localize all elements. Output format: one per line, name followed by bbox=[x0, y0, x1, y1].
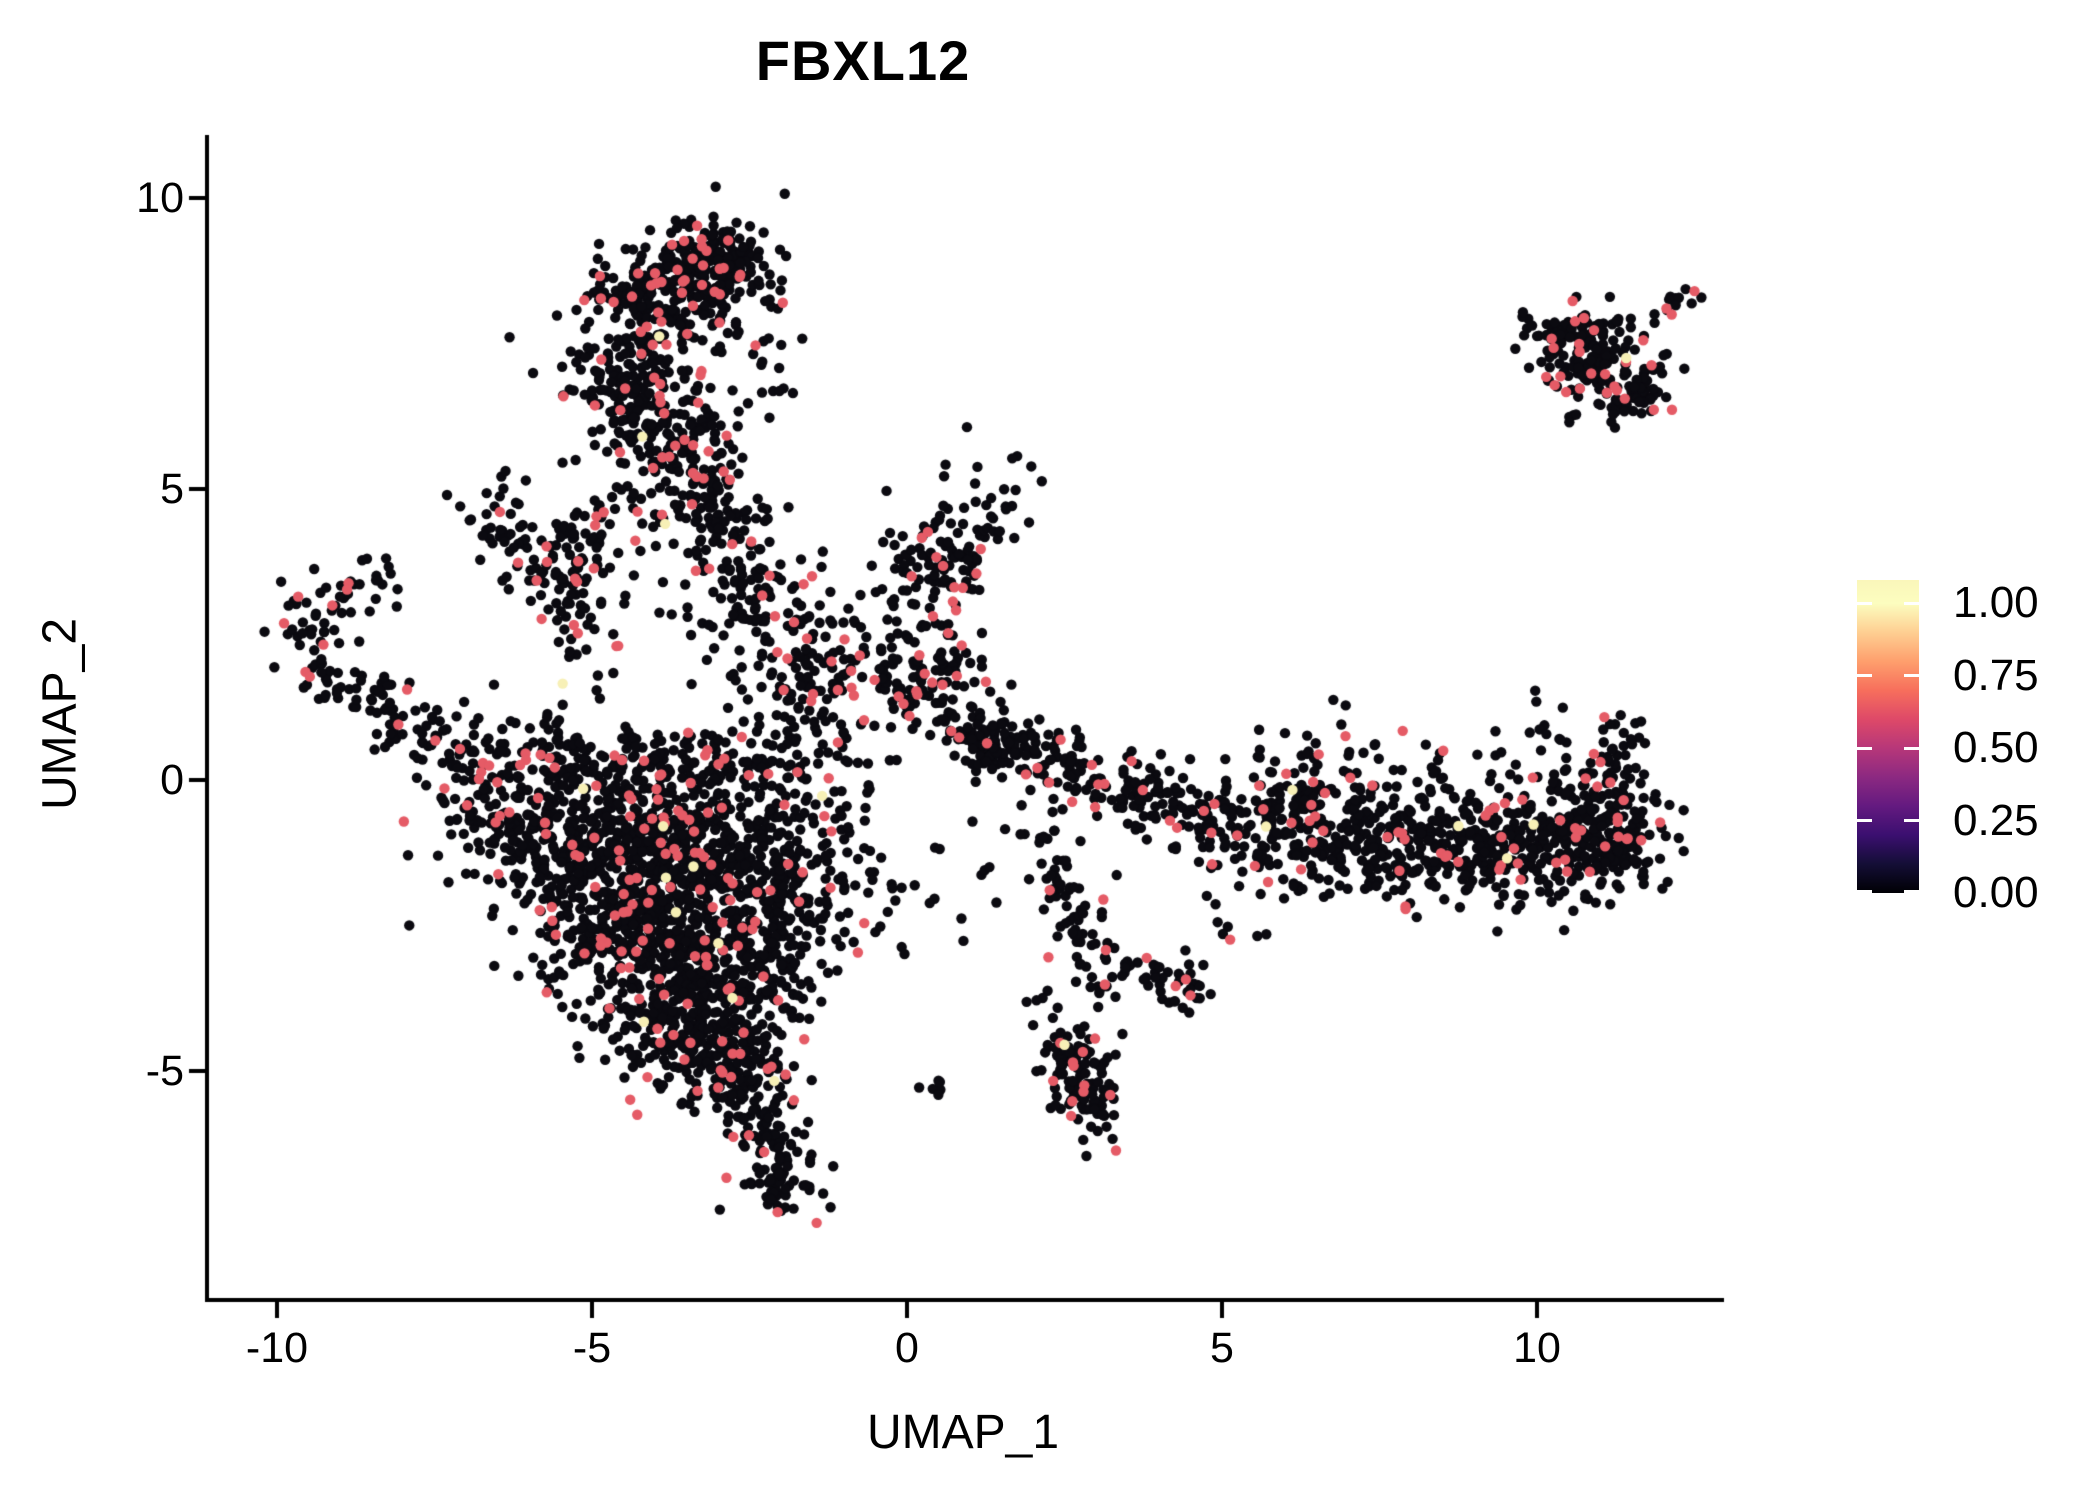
x-tick-label: -10 bbox=[245, 1324, 309, 1372]
colorbar-tick-mark bbox=[1857, 674, 1872, 678]
colorbar-tick-mark bbox=[1904, 890, 1919, 893]
colorbar-tick-mark bbox=[1857, 601, 1872, 605]
x-tick-label: -5 bbox=[572, 1324, 612, 1372]
colorbar-tick-label: 0.25 bbox=[1953, 795, 2039, 845]
x-tick-label: 5 bbox=[1210, 1324, 1234, 1372]
colorbar-legend: 1.00 0.75 0.50 0.25 0.00 bbox=[1857, 578, 2097, 916]
x-tick-label: 0 bbox=[895, 1324, 919, 1372]
colorbar-gradient bbox=[1857, 580, 1919, 893]
colorbar-tick-mark bbox=[1904, 746, 1919, 750]
colorbar-tick-mark bbox=[1857, 819, 1872, 823]
colorbar-tick-mark bbox=[1904, 674, 1919, 678]
plot-title: FBXL12 bbox=[755, 29, 971, 92]
colorbar-tick-mark bbox=[1904, 601, 1919, 605]
x-axis-label: UMAP_1 bbox=[866, 1406, 1060, 1459]
colorbar-tick-mark bbox=[1857, 746, 1872, 750]
y-tick-label: 5 bbox=[160, 465, 184, 513]
y-tick-label: 0 bbox=[160, 756, 184, 804]
colorbar-tick-mark bbox=[1904, 819, 1919, 823]
y-tick-label: 10 bbox=[136, 174, 184, 222]
y-tick-label: -5 bbox=[145, 1047, 184, 1095]
colorbar-tick-mark bbox=[1857, 890, 1872, 893]
colorbar-tick-label: 0.50 bbox=[1953, 723, 2039, 773]
colorbar-tick-label: 1.00 bbox=[1953, 578, 2039, 628]
colorbar-tick-label: 0.00 bbox=[1953, 868, 2039, 917]
colorbar-tick-label: 0.75 bbox=[1953, 650, 2039, 700]
x-tick-label: 10 bbox=[1513, 1324, 1561, 1372]
